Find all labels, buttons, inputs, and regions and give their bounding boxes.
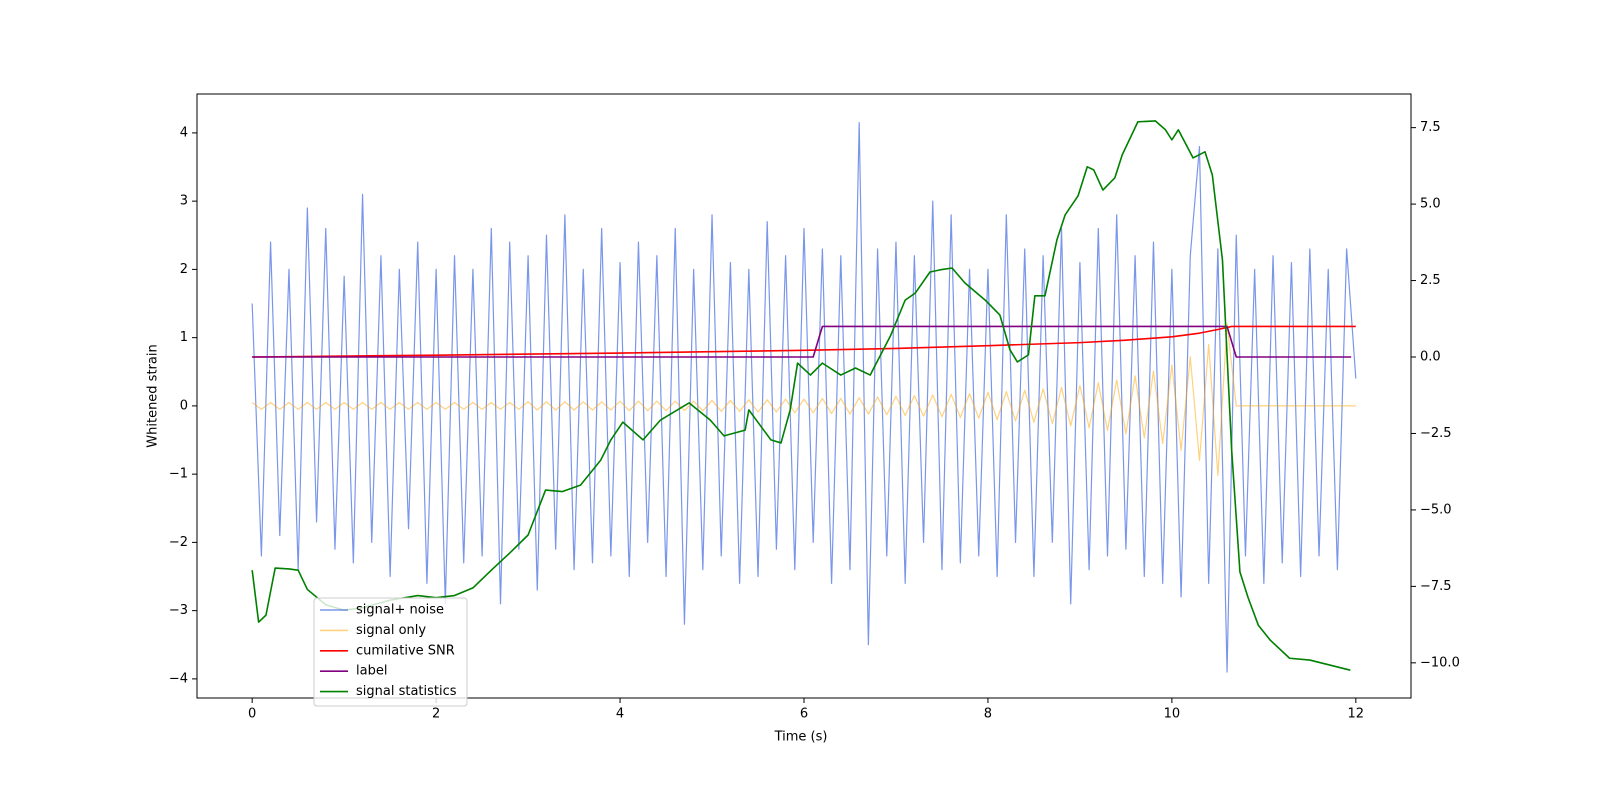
y-axis-label: Whitened strain (146, 344, 161, 447)
x-tick-label: 4 (616, 707, 624, 722)
y2-tick-label: 0.0 (1420, 350, 1441, 365)
y2-tick-label: 7.5 (1420, 120, 1441, 135)
y-tick-label: 1 (180, 330, 188, 345)
y-tick-label: −1 (169, 467, 188, 482)
series-line (252, 325, 1356, 358)
x-tick-label: 10 (1164, 707, 1181, 722)
y2-tick-label: 5.0 (1420, 197, 1441, 212)
y-tick-label: −3 (169, 603, 188, 618)
series-line (251, 122, 1357, 673)
x-tick-label: 12 (1348, 707, 1365, 722)
y2-tick-label: −2.5 (1420, 426, 1452, 441)
legend-label: signal only (356, 623, 426, 638)
legend-label: label (356, 664, 387, 679)
legend-label: signal statistics (356, 684, 457, 699)
y2-tick-label: −10.0 (1420, 655, 1460, 670)
x-tick-label: 2 (432, 707, 440, 722)
y2-tick-label: −7.5 (1420, 579, 1452, 594)
legend-label: signal+ noise (356, 603, 444, 618)
x-tick-label: 0 (248, 707, 256, 722)
x-tick-label: 6 (800, 707, 808, 722)
y-tick-label: 0 (180, 398, 188, 413)
legend: signal+ noise signal only cumilative SNR la… (313, 597, 468, 707)
x-tick-label: 8 (984, 707, 992, 722)
y-tick-label: 2 (180, 262, 188, 277)
y-tick-label: 4 (180, 125, 188, 140)
series-line (251, 120, 1351, 671)
series-line (251, 323, 1356, 477)
y-tick-label: −2 (169, 535, 188, 550)
y2-tick-label: 2.5 (1420, 273, 1441, 288)
y-tick-label: −4 (169, 671, 188, 686)
legend-label: cumilative SNR (356, 643, 455, 658)
series-line (252, 325, 1352, 358)
legend-box (313, 597, 468, 707)
y-tick-label: 3 (180, 194, 188, 209)
y2-tick-label: −5.0 (1420, 502, 1452, 517)
x-axis-label: Time (s) (774, 730, 828, 745)
plot-area (251, 120, 1357, 673)
